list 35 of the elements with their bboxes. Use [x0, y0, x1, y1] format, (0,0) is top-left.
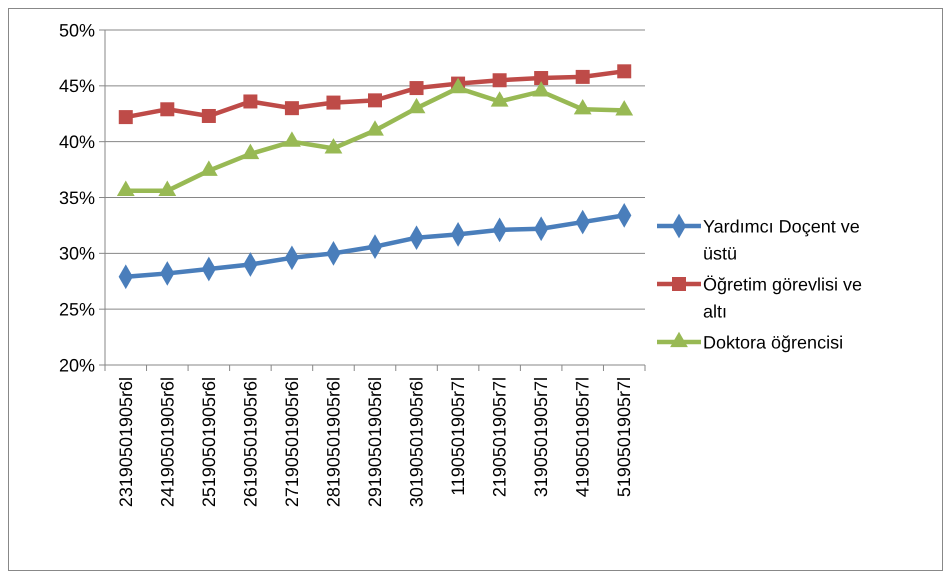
y-tick-label: 20%	[58, 355, 95, 376]
legend-label: Doktora öğrencisi	[703, 332, 844, 352]
point	[160, 102, 174, 116]
x-tick-label: 25190501905r6l	[198, 377, 219, 508]
y-tick-label: 35%	[58, 188, 95, 208]
point	[243, 94, 258, 108]
point	[617, 64, 632, 78]
legend-label: Öğretim görevlisi ve altı	[703, 274, 862, 322]
point	[202, 108, 216, 123]
x-tick-label: 4190501905r7l	[572, 377, 593, 498]
x-tick-label: 3190501905r7l	[531, 377, 552, 498]
x-tick-label: 1190501905r7l	[448, 377, 468, 496]
point	[368, 93, 382, 108]
point	[118, 110, 133, 124]
point	[410, 81, 424, 96]
x-tick-label: 27190501905r6l	[282, 377, 302, 508]
point	[284, 101, 299, 116]
x-tick-label: 2190501905r7l	[490, 377, 510, 498]
y-tick-label: 45%	[58, 76, 95, 96]
x-tick-label: 5190501905r7l	[614, 377, 634, 498]
point	[492, 73, 507, 88]
y-tick-label: 30%	[58, 244, 95, 264]
x-tick-label: 26190501905r6l	[240, 377, 260, 508]
x-tick-label: 28190501905r6l	[323, 377, 344, 508]
x-tick-label: 29190501905r6l	[365, 377, 385, 508]
y-tick-label: 50%	[58, 20, 95, 40]
y-tick-label: 25%	[58, 299, 95, 320]
x-tick-label: 23190501905r6l	[116, 377, 136, 508]
x-tick-label: 30190501905r6l	[406, 377, 427, 508]
legend-label: Yardımcı Doçent ve üstü	[703, 216, 860, 264]
y-tick-label: 40%	[58, 132, 95, 152]
point	[576, 70, 590, 84]
x-tick-label: 24190501905r6l	[157, 377, 178, 508]
point	[534, 71, 548, 86]
point	[326, 96, 340, 110]
